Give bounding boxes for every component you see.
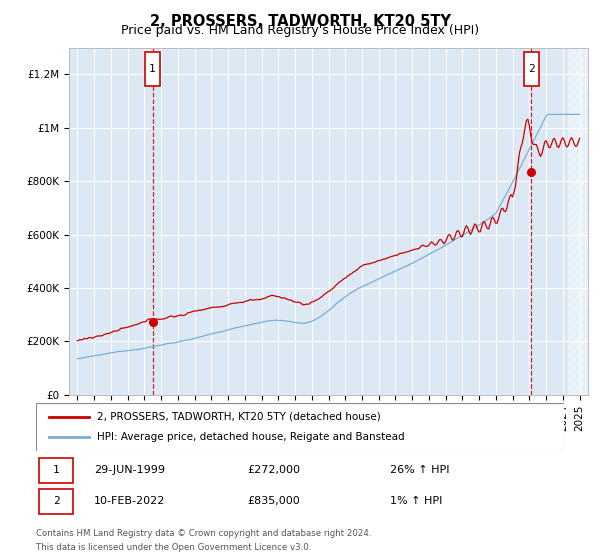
FancyBboxPatch shape	[524, 52, 539, 86]
Text: 26% ↑ HPI: 26% ↑ HPI	[390, 465, 449, 475]
Text: £272,000: £272,000	[247, 465, 300, 475]
Text: 1: 1	[149, 64, 156, 74]
Text: 2: 2	[528, 64, 535, 74]
FancyBboxPatch shape	[38, 488, 73, 514]
Text: Contains HM Land Registry data © Crown copyright and database right 2024.: Contains HM Land Registry data © Crown c…	[36, 529, 371, 538]
Text: 10-FEB-2022: 10-FEB-2022	[94, 496, 166, 506]
Bar	[568, 48, 588, 395]
Text: 1% ↑ HPI: 1% ↑ HPI	[390, 496, 442, 506]
Text: £835,000: £835,000	[247, 496, 300, 506]
Text: 2, PROSSERS, TADWORTH, KT20 5TY (detached house): 2, PROSSERS, TADWORTH, KT20 5TY (detache…	[97, 412, 380, 422]
Text: Price paid vs. HM Land Registry's House Price Index (HPI): Price paid vs. HM Land Registry's House …	[121, 24, 479, 37]
FancyBboxPatch shape	[38, 458, 73, 483]
Text: 2, PROSSERS, TADWORTH, KT20 5TY: 2, PROSSERS, TADWORTH, KT20 5TY	[149, 14, 451, 29]
Text: 1: 1	[53, 465, 59, 475]
FancyBboxPatch shape	[145, 52, 160, 86]
Text: HPI: Average price, detached house, Reigate and Banstead: HPI: Average price, detached house, Reig…	[97, 432, 404, 442]
Text: This data is licensed under the Open Government Licence v3.0.: This data is licensed under the Open Gov…	[36, 543, 311, 552]
Text: 29-JUN-1999: 29-JUN-1999	[94, 465, 165, 475]
Text: 2: 2	[53, 496, 59, 506]
